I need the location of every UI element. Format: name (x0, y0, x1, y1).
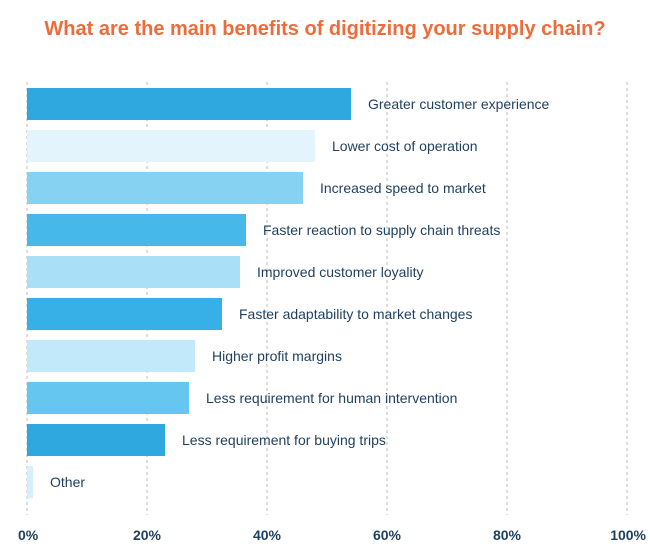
x-tick-label: 80% (493, 527, 522, 543)
bar-label: Increased speed to market (320, 180, 486, 196)
bar (27, 172, 303, 204)
bar (27, 256, 240, 288)
chart-title: What are the main benefits of digitizing… (44, 18, 606, 40)
x-tick-label: 0% (18, 527, 39, 543)
bar (27, 130, 315, 162)
bar (27, 298, 222, 330)
bar-label: Less requirement for human intervention (206, 390, 457, 406)
bar (27, 466, 33, 498)
bar-label: Lower cost of operation (332, 138, 478, 154)
bar-label: Improved customer loyality (257, 264, 424, 280)
bar-label: Faster adaptability to market changes (239, 306, 472, 322)
bar-label: Greater customer experience (368, 96, 550, 112)
bar-label: Faster reaction to supply chain threats (263, 222, 500, 238)
bar-label: Higher profit margins (212, 348, 342, 364)
bar-label: Other (50, 474, 85, 490)
bar (27, 214, 246, 246)
x-tick-label: 20% (133, 527, 162, 543)
x-tick-label: 60% (373, 527, 402, 543)
bar (27, 340, 195, 372)
bar (27, 424, 165, 456)
x-tick-label: 40% (253, 527, 282, 543)
bar (27, 88, 351, 120)
x-tick-label: 100% (610, 527, 646, 543)
bar (27, 382, 189, 414)
bar-label: Less requirement for buying trips (182, 432, 386, 448)
